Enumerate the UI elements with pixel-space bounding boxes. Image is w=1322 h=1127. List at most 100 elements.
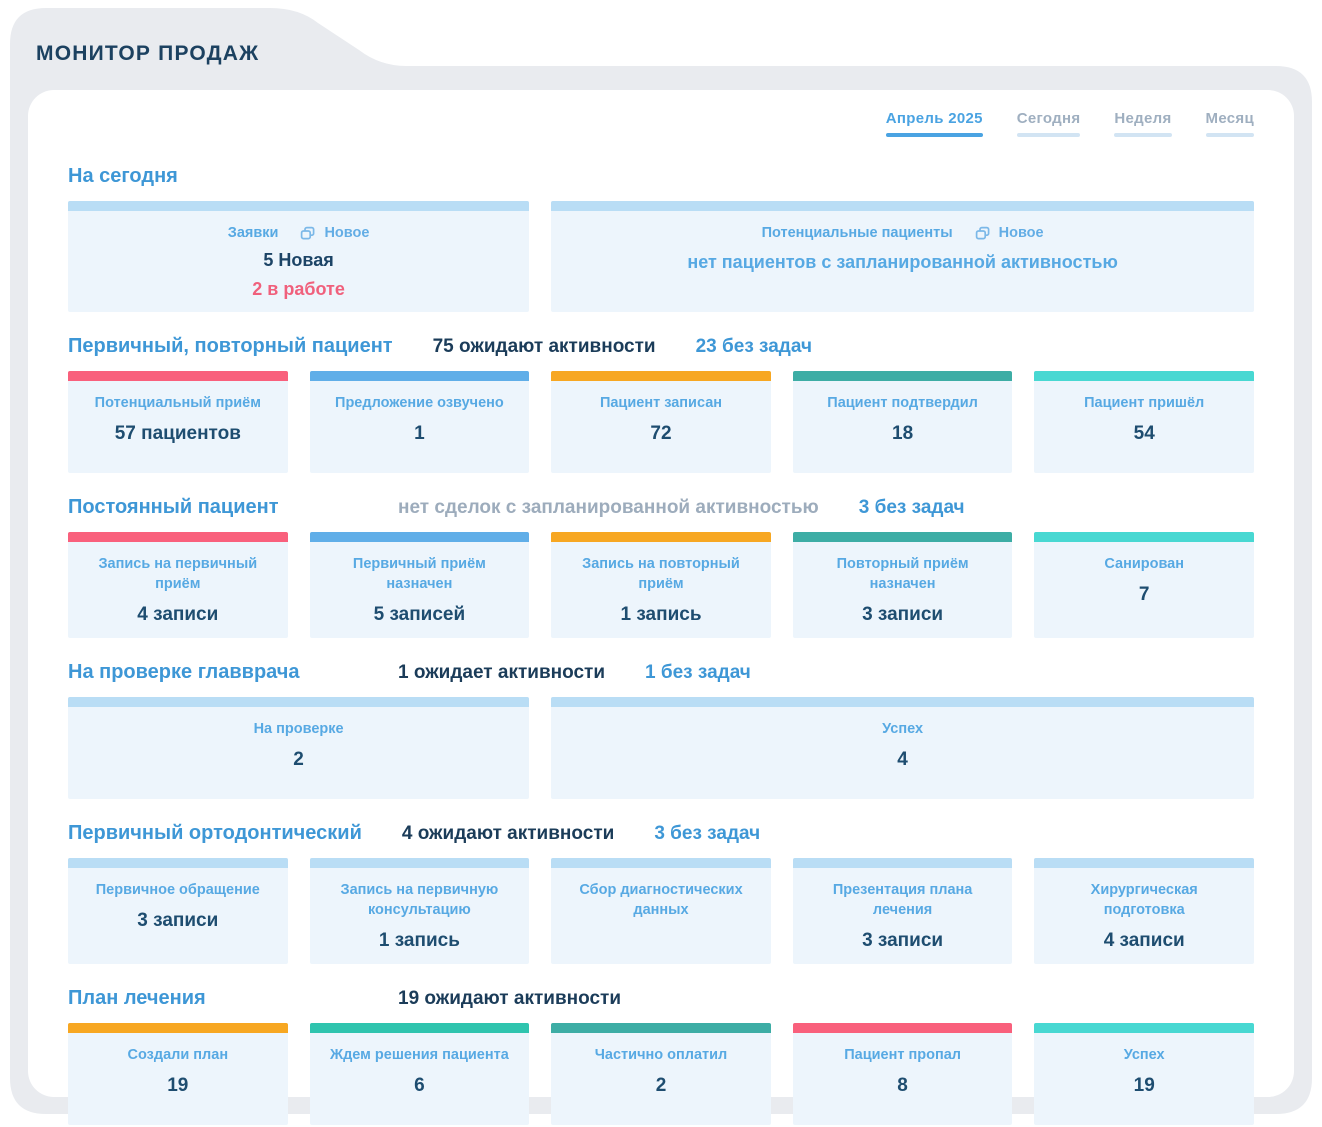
stage-value: 6 — [414, 1075, 425, 1097]
stage-card[interactable]: Первичное обращение 3 записи — [68, 858, 288, 965]
stage-card[interactable]: Санирован 7 — [1034, 532, 1254, 639]
stage-value: 4 — [897, 749, 908, 771]
stage-card[interactable]: Пациент пришёл 54 — [1034, 371, 1254, 474]
stage-label: Сбор диагностических данных — [579, 882, 743, 919]
stage-card[interactable]: Успех 19 — [1034, 1023, 1254, 1126]
stage-value: 7 — [1138, 584, 1150, 606]
stage-card[interactable]: Создали план 19 — [68, 1023, 288, 1126]
stage-grid: Создали план 19 Ждем решения пациента 6 Част… — [68, 1023, 1254, 1126]
new-badge: Новое — [998, 225, 1044, 241]
section-header: На проверке главврача 1 ожидает активност… — [68, 661, 1254, 684]
stage-card-body: Запись на повторный приём 1 запись — [551, 542, 771, 638]
stage-value: 3 записи — [862, 604, 944, 626]
stage-label: Успех — [1123, 1047, 1165, 1064]
stage-color-bar — [1034, 371, 1254, 382]
section-header: Постоянный пациент нет сделок с запланиро… — [68, 496, 1254, 519]
stage-value: 1 — [414, 423, 425, 445]
stage-label: Запись на первичную консультацию — [340, 882, 499, 919]
stage-card[interactable]: Сбор диагностических данных — [551, 858, 771, 965]
section-header: Первичный, повторный пациент 75 ожидают а… — [68, 335, 1254, 358]
stage-card-body: Успех 4 — [551, 707, 1254, 799]
stage-color-bar — [551, 371, 771, 382]
stage-card[interactable]: Запись на повторный приём 1 запись — [551, 532, 771, 639]
stage-color-bar — [551, 697, 1254, 708]
stage-card[interactable]: Предложение озвучено 1 — [309, 371, 530, 474]
stage-color-bar — [792, 371, 1013, 382]
stage-value: 19 — [167, 1075, 189, 1097]
stage-color-bar — [68, 697, 530, 708]
section-title: На сегодня — [68, 165, 178, 187]
tab-0[interactable]: Апрель 2025 — [885, 110, 983, 137]
stage-label: Первичное обращение — [95, 882, 260, 899]
stage-card[interactable]: Пациент записан 72 — [551, 371, 771, 474]
stage-card-body: Запись на первичную консультацию 1 запись — [310, 868, 530, 964]
stage-value: 1 запись — [378, 930, 460, 952]
stage-card-body: Потенциальные пациенты Новое нет пациентов… — [551, 211, 1254, 312]
stage-label: Первичный приём назначен — [352, 556, 486, 593]
stage-color-bar — [1034, 1023, 1254, 1034]
stage-card-body: На проверке 2 — [68, 707, 529, 799]
stacked-windows-icon — [975, 226, 991, 241]
section-title: Постоянный пациент — [68, 496, 279, 519]
stage-value: 1 запись — [620, 604, 702, 626]
stage-card[interactable]: Успех 4 — [551, 697, 1254, 800]
tab-1[interactable]: Сегодня — [1016, 110, 1081, 137]
stage-card-body: Потенциальный приём 57 пациентов — [68, 381, 288, 473]
stage-grid: Заявки Новое 5 Новая 2 в работе Потенциальны… — [68, 201, 1254, 313]
stage-label: Пациент пропал — [844, 1047, 961, 1064]
stage-color-bar — [792, 1023, 1013, 1034]
stage-card[interactable]: Потенциальные пациенты Новое нет пациентов… — [551, 201, 1254, 313]
stage-color-bar — [551, 1023, 771, 1034]
tab-3[interactable]: Месяц — [1205, 110, 1254, 137]
dashboard-card: Апрель 2025 Сегодня Неделя Месяц На сегодня… — [28, 90, 1294, 1126]
stage-card[interactable]: Запись на первичный приём 4 записи — [68, 532, 288, 639]
section-header: Первичный ортодонтический 4 ожидают актив… — [68, 822, 1254, 845]
stage-color-bar — [551, 201, 1254, 211]
stage-card[interactable]: Потенциальный приём 57 пациентов — [68, 371, 288, 474]
stage-value: 4 записи — [137, 604, 219, 626]
stage-label: На проверке — [253, 721, 344, 738]
stage-color-bar — [309, 1023, 530, 1034]
stage-card-body: Первичный приём назначен 5 записей — [310, 542, 530, 638]
stage-value: 8 — [897, 1075, 908, 1097]
stage-label: Хирургическая подготовка — [1090, 882, 1198, 919]
stage-label-row: Заявки Новое — [228, 223, 370, 243]
stage-card[interactable]: Пациент пропал 8 — [792, 1023, 1013, 1126]
stage-card[interactable]: Повторный приём назначен 3 записи — [792, 532, 1013, 639]
tab-label: Апрель 2025 — [885, 110, 983, 127]
section-stat: 75 ожидают активности — [432, 336, 656, 358]
stage-label: Пациент подтвердил — [827, 395, 978, 412]
stage-grid: На проверке 2 Успех 4 — [68, 697, 1254, 800]
stage-value: 2 — [293, 749, 304, 771]
stage-color-bar — [68, 532, 288, 543]
section-1: Первичный, повторный пациент 75 ожидают а… — [68, 335, 1254, 474]
stage-grid: Первичное обращение 3 записи Запись на пер… — [68, 858, 1254, 965]
tab-label: Месяц — [1205, 110, 1254, 127]
section-title: Первичный, повторный пациент — [68, 335, 393, 358]
section-title: Первичный ортодонтический — [68, 822, 362, 845]
stage-value: 3 записи — [137, 910, 219, 932]
stage-card[interactable]: Презентация плана лечения 3 записи — [792, 858, 1013, 965]
stage-card[interactable]: На проверке 2 — [68, 697, 530, 800]
stage-card-body: Пациент пропал 8 — [793, 1033, 1013, 1125]
stage-line: 2 в работе — [252, 278, 345, 299]
tab-2[interactable]: Неделя — [1114, 110, 1172, 137]
section-stat: 19 ожидают активности — [398, 988, 622, 1010]
stage-card[interactable]: Первичный приём назначен 5 записей — [309, 532, 530, 639]
stage-label: Заявки — [227, 225, 279, 241]
stage-card[interactable]: Заявки Новое 5 Новая 2 в работе — [68, 201, 530, 313]
stage-card-body: Успех 19 — [1034, 1033, 1254, 1125]
stage-value: 72 — [650, 423, 672, 445]
stage-card-body: Пациент записан 72 — [551, 381, 771, 473]
period-tabs: Апрель 2025 Сегодня Неделя Месяц — [68, 110, 1254, 142]
stage-label: Успех — [882, 721, 924, 738]
stage-card-body: Первичное обращение 3 записи — [68, 868, 288, 964]
stage-card-body: Частично оплатил 2 — [551, 1033, 771, 1125]
stage-card[interactable]: Ждем решения пациента 6 — [309, 1023, 530, 1126]
stage-card[interactable]: Хирургическая подготовка 4 записи — [1034, 858, 1254, 965]
stage-card-body: Предложение озвучено 1 — [310, 381, 530, 473]
stage-card-body: Пациент пришёл 54 — [1034, 381, 1254, 473]
stage-card[interactable]: Пациент подтвердил 18 — [792, 371, 1013, 474]
stage-card[interactable]: Запись на первичную консультацию 1 запись — [309, 858, 530, 965]
stage-card[interactable]: Частично оплатил 2 — [551, 1023, 771, 1126]
